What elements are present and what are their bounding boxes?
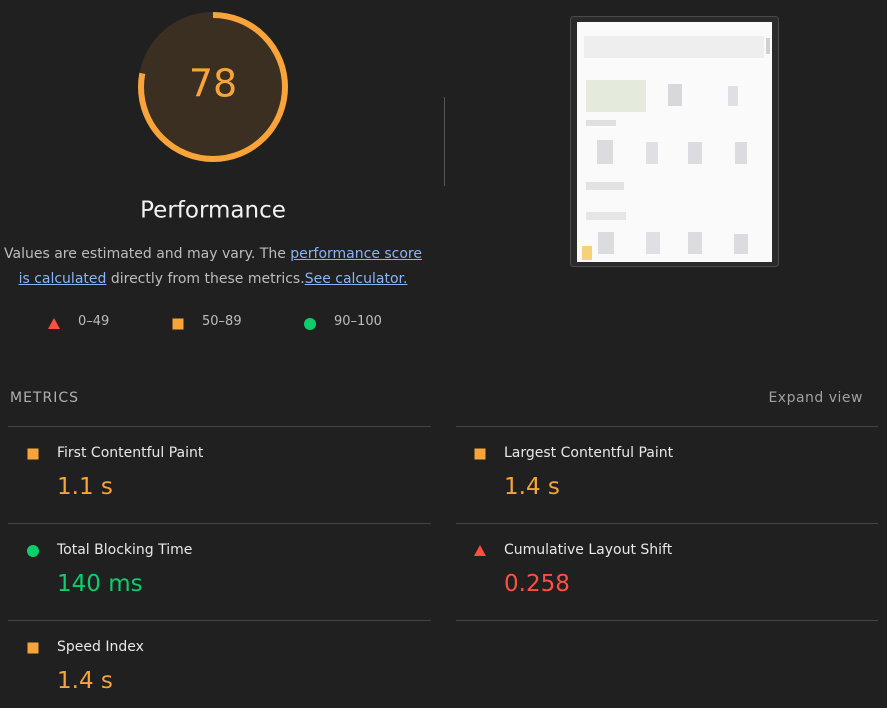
icon-average <box>172 318 184 330</box>
metric-name: Total Blocking Time <box>57 542 193 558</box>
metrics-title: METRICS <box>10 390 79 406</box>
description: Values are estimated and may vary. The p… <box>3 242 423 292</box>
metric-value: 1.4 s <box>57 668 113 694</box>
metrics-divider <box>8 426 431 427</box>
gauge-score: 78 <box>189 62 237 106</box>
legend-label: 90–100 <box>334 314 382 329</box>
gauge-arc <box>138 12 288 162</box>
icon-pass <box>304 318 316 330</box>
icon-pass <box>27 545 39 557</box>
metric-name: Largest Contentful Paint <box>504 445 674 461</box>
metric-divider <box>8 523 431 524</box>
calculator-link[interactable]: See calculator. <box>304 271 408 287</box>
expand-view[interactable]: Expand view <box>768 390 863 406</box>
metric-divider <box>456 523 878 524</box>
metric-name: Cumulative Layout Shift <box>504 542 673 558</box>
description-text: Values are estimated and may vary. The <box>4 246 291 262</box>
metric-name: Speed Index <box>57 639 144 655</box>
metric-value: 0.258 <box>504 571 570 597</box>
description-text: directly from these metrics. <box>106 271 305 287</box>
icon-fail <box>48 318 60 329</box>
score-link[interactable]: performance score is calculated <box>18 246 422 287</box>
metric-name: First Contentful Paint <box>57 445 204 461</box>
metric-value: 140 ms <box>57 571 143 597</box>
metrics-divider <box>456 426 878 427</box>
icon-average <box>474 448 486 460</box>
metric-divider <box>456 620 878 621</box>
legend-label: 50–89 <box>202 314 242 329</box>
gauge-title: Performance <box>140 198 286 224</box>
metric-value: 1.1 s <box>57 474 113 500</box>
icon-fail <box>474 545 486 556</box>
metric-value: 1.4 s <box>504 474 560 500</box>
legend-label: 0–49 <box>78 314 110 329</box>
icon-average <box>27 642 39 654</box>
icon-average <box>27 448 39 460</box>
screenshot-thumbnail <box>577 22 772 262</box>
metric-divider <box>8 620 431 621</box>
